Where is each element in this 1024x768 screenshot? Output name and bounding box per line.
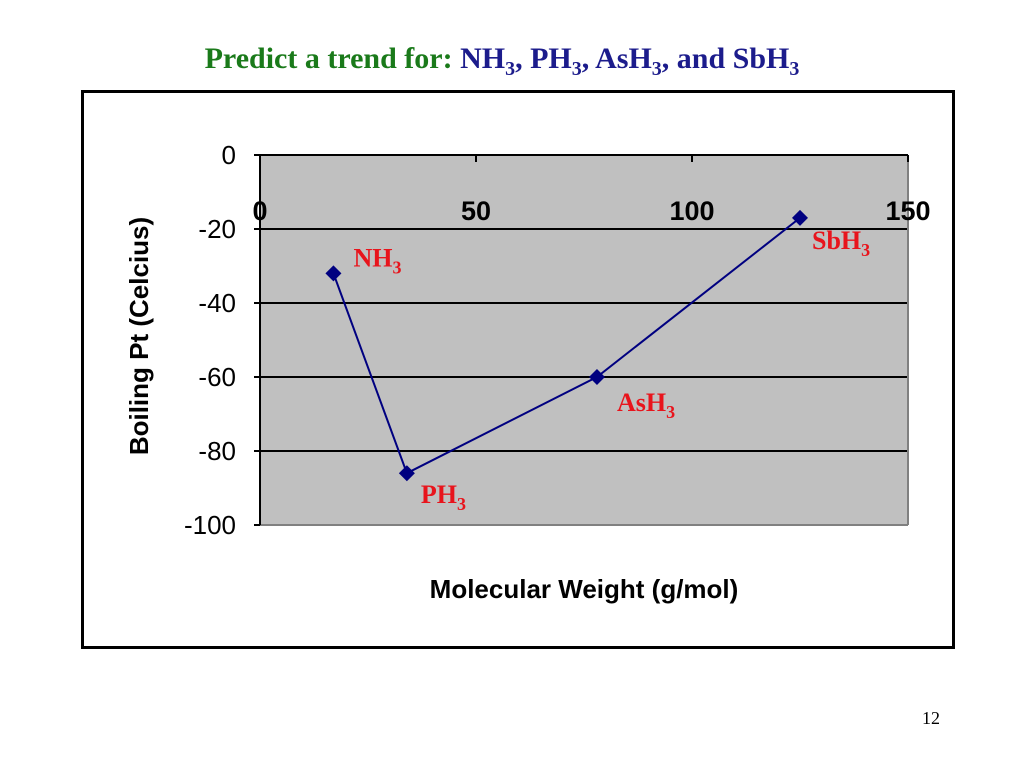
title-formula: NH3	[460, 42, 516, 80]
title-prefix: Predict a trend for:	[204, 42, 461, 75]
x-tick-label: 0	[252, 196, 267, 226]
y-tick-label: -20	[198, 214, 236, 244]
data-label: PH3	[421, 480, 466, 514]
data-label: SbH3	[812, 226, 870, 260]
title-formula: AsH3	[595, 42, 662, 80]
title-formula: PH3	[530, 42, 582, 80]
y-tick-label: -60	[198, 362, 236, 392]
y-tick-label: -100	[184, 510, 236, 540]
y-tick-label: -40	[198, 288, 236, 318]
data-point	[398, 465, 415, 482]
chart-frame: 0 -20 -40 -60 -80 -100 0 50 100 150 Molecular Weig…	[81, 90, 955, 649]
page-number: 12	[922, 708, 940, 728]
title-formulas: NH3, PH3, AsH3, and SbH3	[460, 42, 800, 80]
x-axis-title: Molecular Weight (g/mol)	[430, 574, 739, 604]
data-point	[325, 265, 342, 282]
chart: 0 -20 -40 -60 -80 -100 0 50 100 150 Molecular Weig…	[124, 140, 931, 604]
y-tick-label: 0	[222, 140, 236, 170]
x-tick-label: 50	[461, 196, 491, 226]
y-axis-title: Boiling Pt (Celcius)	[124, 217, 154, 455]
x-tick-label: 100	[669, 196, 714, 226]
y-tick-label: -80	[198, 436, 236, 466]
data-label: AsH3	[617, 388, 675, 422]
title-formula: SbH3	[732, 42, 800, 80]
series-line	[332, 217, 801, 475]
slide-title: Predict a trend for: NH3, PH3, AsH3, and…	[0, 42, 1004, 80]
x-tick-label: 150	[885, 196, 930, 226]
data-point	[588, 369, 605, 385]
data-point	[792, 209, 808, 226]
